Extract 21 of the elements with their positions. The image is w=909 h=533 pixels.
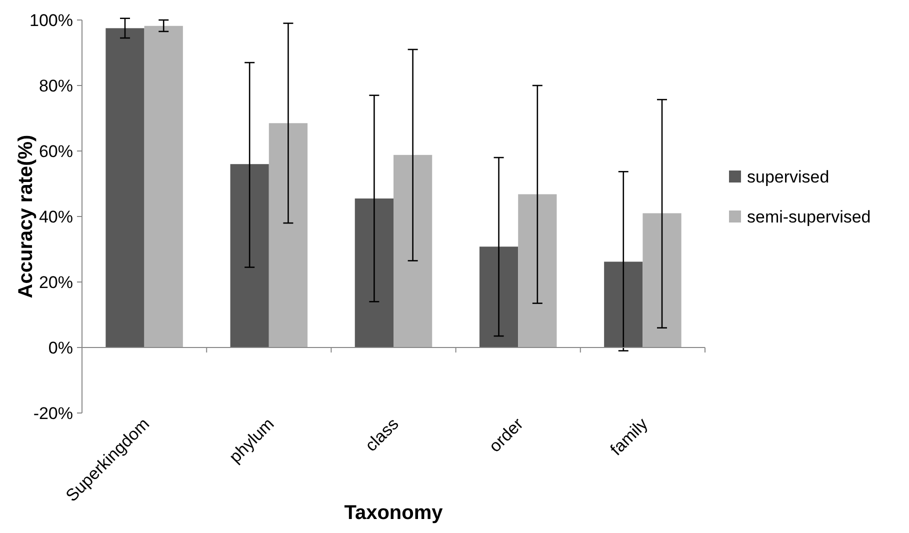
bar [642, 213, 682, 348]
bar [354, 198, 394, 348]
y-tick-label: 80% [38, 76, 73, 96]
bar [230, 164, 269, 348]
bar [144, 26, 183, 348]
legend-label: semi-supervised [747, 207, 871, 226]
y-tick-label: 0% [48, 338, 73, 358]
bar [394, 154, 432, 348]
y-tick-label: -20% [33, 404, 73, 423]
y-tick-label: 100% [30, 10, 73, 30]
y-tick-label: 20% [38, 272, 73, 292]
y-tick-label: 60% [38, 142, 73, 161]
legend-label: supervised [747, 167, 830, 186]
bar [479, 246, 518, 348]
y-axis-title: Accuracy rate(%) [15, 134, 37, 298]
x-axis-title: Taxonomy [344, 502, 444, 524]
bar [268, 123, 308, 348]
bar [518, 194, 557, 348]
y-tick-label: 40% [38, 207, 73, 226]
bar [106, 28, 144, 348]
bar [604, 262, 643, 348]
